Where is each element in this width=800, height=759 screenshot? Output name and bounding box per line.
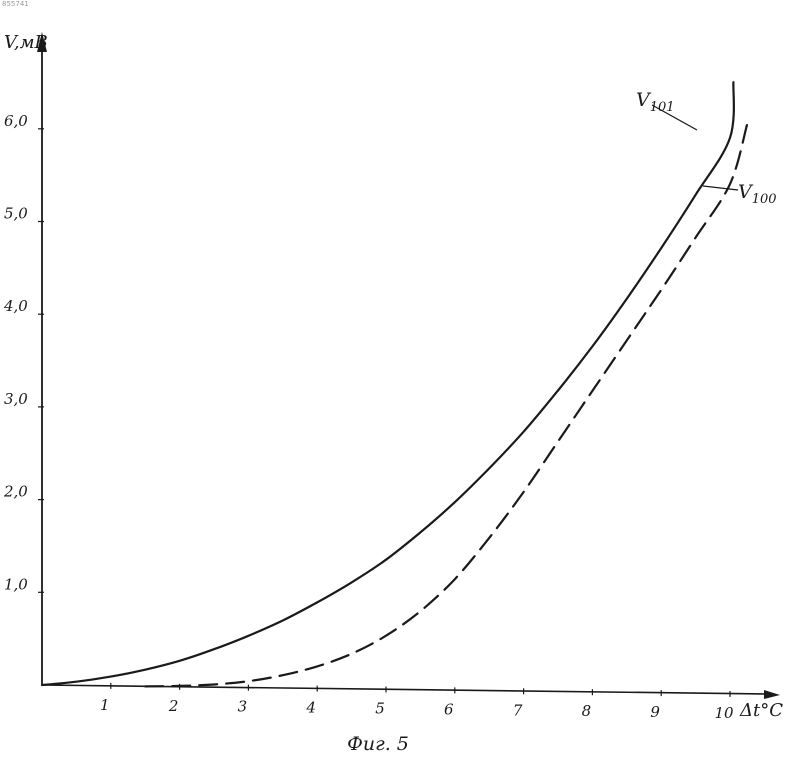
- y-tick-label: 1,0: [4, 575, 28, 593]
- x-tick-label: 9: [650, 703, 660, 721]
- x-tick-label: 3: [238, 698, 248, 716]
- y-tick-label: 4,0: [3, 297, 28, 315]
- axes: [37, 32, 780, 699]
- x-tick-label: 2: [168, 697, 179, 715]
- series-label-v100: V100: [703, 181, 777, 207]
- x-tick-label: 10: [714, 704, 734, 722]
- x-tick-label: 4: [305, 699, 316, 717]
- x-tick-label: 5: [375, 700, 385, 718]
- y-axis-label: V,мВ: [4, 32, 48, 53]
- series-subscript-v101: 101: [650, 100, 675, 115]
- y-tick-labels: 1,0 2,0 3,0 4,0 5,0 6,0: [3, 112, 44, 594]
- series-label-text-v100: V100: [738, 181, 777, 207]
- series-layer: [42, 82, 747, 686]
- x-tick-label: 1: [100, 696, 110, 714]
- series-label-v101: V101: [636, 89, 697, 130]
- series-line-v100: [145, 124, 747, 686]
- x-tick-labels: 1 2 3 4 5 6 7 8 9 10: [100, 683, 734, 722]
- series-label-text-v101: V101: [636, 89, 675, 115]
- x-tick-label: 8: [582, 702, 592, 720]
- x-tick-label: 7: [513, 701, 523, 719]
- leader-line-v100: [703, 186, 738, 190]
- x-tick-label: 6: [444, 700, 454, 718]
- x-axis-arrow: [764, 690, 780, 699]
- series-subscript-v100: 100: [752, 192, 777, 207]
- y-tick-label: 6,0: [4, 112, 28, 130]
- y-tick-label: 5,0: [4, 205, 28, 223]
- x-axis-label: Δt°C: [739, 700, 783, 721]
- y-tick-label: 3,0: [4, 390, 28, 408]
- y-tick-label: 2,0: [3, 483, 28, 501]
- figure-caption: Фиг. 5: [347, 733, 409, 755]
- series-line-v101: [42, 82, 734, 685]
